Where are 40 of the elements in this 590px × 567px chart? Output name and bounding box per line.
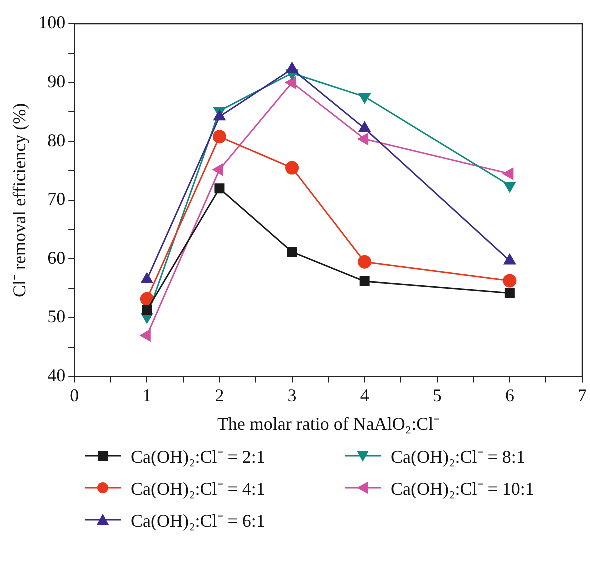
point	[504, 254, 516, 265]
y-tick-label: 90	[48, 72, 66, 92]
y-tick-label: 50	[48, 306, 66, 327]
y-tick-label: 60	[48, 248, 66, 268]
x-tick-label: 2	[215, 385, 224, 406]
point	[360, 276, 370, 287]
point	[286, 76, 296, 89]
x-axis-title: The molar ratio of NaAlO₂:Cl⁻	[217, 414, 440, 434]
point	[214, 110, 226, 121]
legend-label: Ca(OH)₂:Cl⁻ = 6:1	[131, 510, 266, 532]
legend-label: Ca(OH)₂:Cl⁻ = 2:1	[131, 446, 266, 468]
point	[214, 184, 225, 194]
x-tick-label: 6	[505, 385, 514, 406]
point	[504, 288, 515, 298]
point	[142, 305, 152, 316]
x-tick-label: 7	[578, 385, 587, 406]
point	[286, 161, 300, 175]
legend-label: Ca(OH)₂:Cl⁻ = 4:1	[131, 478, 266, 500]
legend-label: Ca(OH)₂:Cl⁻ = 8:1	[391, 446, 526, 468]
x-tick-label: 0	[70, 385, 80, 406]
point	[286, 62, 298, 74]
point	[503, 274, 517, 288]
y-tick-label: 80	[48, 130, 66, 150]
y-tick-label: 40	[48, 366, 66, 386]
point	[358, 255, 372, 269]
y-tick-label: 100	[38, 12, 66, 33]
legend-label: Ca(OH)₂:Cl⁻ = 10:1	[391, 478, 534, 500]
point	[358, 122, 371, 132]
x-tick-label: 4	[360, 385, 370, 406]
y-axis-title: Cl⁻ removal efficiency (%)	[10, 103, 30, 298]
point	[141, 273, 154, 284]
point	[287, 247, 298, 258]
x-tick-label: 3	[288, 385, 297, 406]
point	[358, 133, 369, 146]
point	[212, 130, 226, 144]
y-tick-label: 70	[48, 189, 66, 210]
point	[140, 292, 154, 306]
x-tick-label: 5	[432, 385, 442, 406]
x-tick-label: 1	[142, 385, 152, 406]
point	[503, 168, 514, 180]
